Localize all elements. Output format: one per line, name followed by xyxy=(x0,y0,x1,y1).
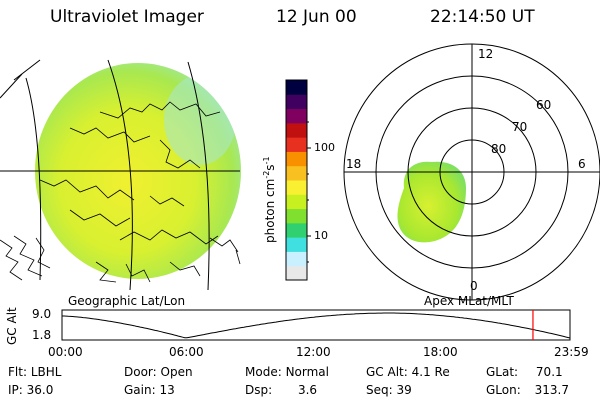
colorbar-segment xyxy=(286,94,307,110)
coastlines xyxy=(39,101,221,245)
mlt-label-18: 18 xyxy=(346,157,362,171)
colorbar-segment xyxy=(286,122,307,138)
colorbar-segment xyxy=(286,180,307,195)
colorbar-segment xyxy=(286,251,307,267)
mlat-label-80: 80 xyxy=(491,142,507,156)
info-glat: GLat: 70.1 xyxy=(486,365,563,379)
ytick-low: 1.8 xyxy=(32,328,52,342)
colorbar-segment xyxy=(286,265,307,281)
geographic-caption: Geographic Lat/Lon xyxy=(68,294,186,308)
colorbar-segment xyxy=(286,194,307,210)
info-seq: Seq: 39 xyxy=(366,383,412,397)
xtick-0600: 06:00 xyxy=(169,345,204,359)
polar-plot xyxy=(343,43,600,301)
instrument-title: Ultraviolet Imager xyxy=(50,7,204,27)
time-label: 22:14:50 UT xyxy=(430,7,535,27)
xtick-1200: 12:00 xyxy=(296,345,331,359)
gc-alt-ylabel: GC Alt xyxy=(5,307,19,345)
date-label: 12 Jun 00 xyxy=(276,7,357,27)
info-glon: GLon: 313.7 xyxy=(486,383,569,397)
colorbar-segment xyxy=(286,222,307,238)
colorbar-label: photon cm-2s-1 xyxy=(262,156,277,243)
info-door: Door: Open xyxy=(124,365,193,379)
colorbar-tick-100: 100 xyxy=(314,141,335,154)
info-mode: Mode: Normal xyxy=(245,365,329,379)
xtick-1800: 18:00 xyxy=(423,345,458,359)
info-ip: IP: 36.0 xyxy=(8,383,54,397)
mlt-label-0: 0 xyxy=(470,279,478,293)
apex-caption: Apex MLat/MLT xyxy=(424,294,514,308)
altitude-plot xyxy=(61,309,571,341)
info-dsp: Dsp: 3.6 xyxy=(245,383,318,397)
geographic-grid xyxy=(0,59,240,291)
info-flt: Flt: LBHL xyxy=(8,365,62,379)
mlt-label-6: 6 xyxy=(578,157,586,171)
mlat-label-70: 70 xyxy=(512,120,528,134)
xtick-2359: 23:59 xyxy=(554,345,589,359)
info-gain: Gain: 13 xyxy=(124,383,175,397)
colorbar-segment xyxy=(286,237,307,252)
colorbar-segment xyxy=(286,137,307,152)
colorbar-segment xyxy=(286,108,307,124)
colorbar xyxy=(286,80,307,281)
mlt-label-12: 12 xyxy=(478,47,494,61)
colorbar-segment xyxy=(286,165,307,181)
ytick-high: 9.0 xyxy=(32,307,52,321)
colorbar-segment xyxy=(286,208,307,224)
info-gc-alt: GC Alt: 4.1 Re xyxy=(366,365,450,379)
colorbar-segment xyxy=(286,80,307,95)
xtick-0000: 00:00 xyxy=(48,345,83,359)
mlat-label-60: 60 xyxy=(536,98,552,112)
colorbar-segment xyxy=(286,151,307,167)
colorbar-tick-10: 10 xyxy=(314,229,328,242)
auroral-oval xyxy=(397,161,466,243)
